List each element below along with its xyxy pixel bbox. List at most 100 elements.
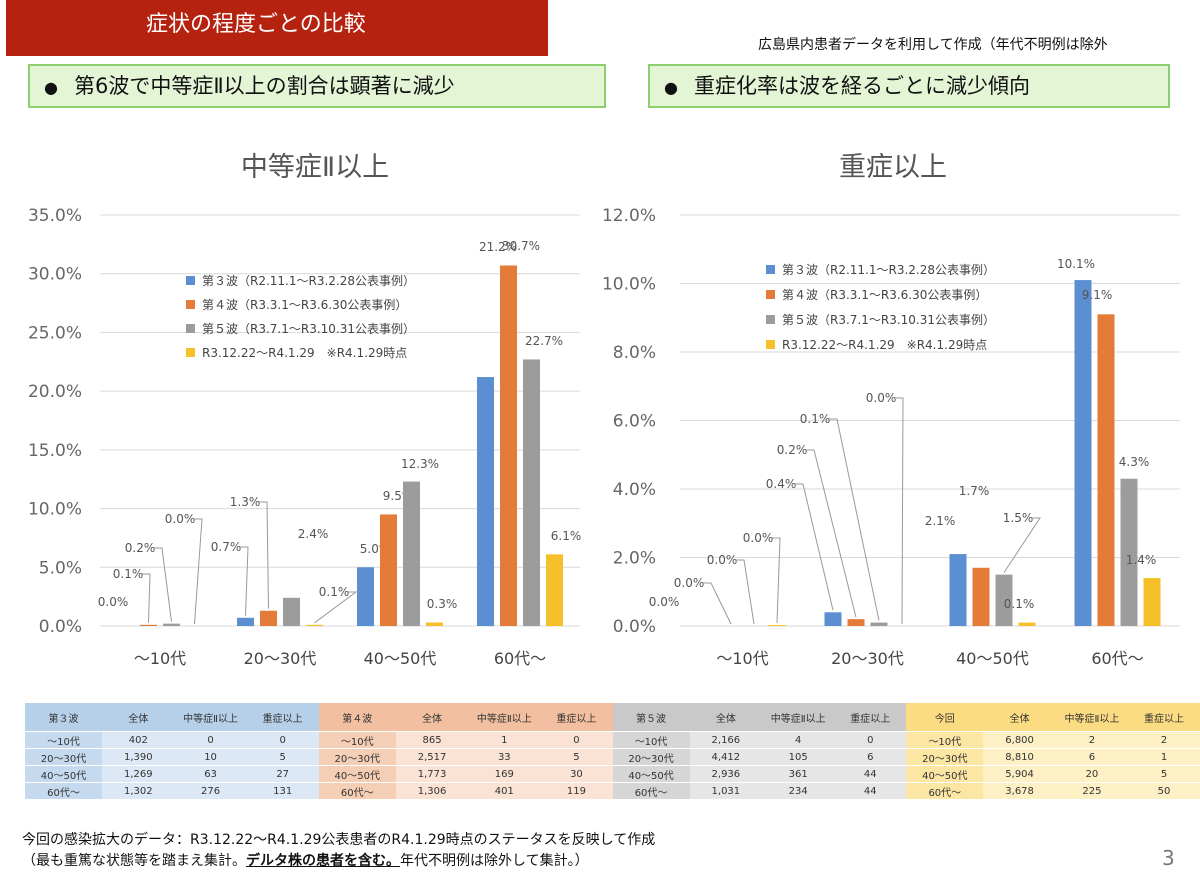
bar [380, 514, 397, 626]
table-cell: 20 [1055, 765, 1129, 783]
leader-line [736, 559, 755, 625]
footnote-line-1: 今回の感染拡大のデータ：R3.12.22〜R4.1.29公表患者のR4.1.29… [22, 832, 656, 848]
chart-title: 重症以上 [839, 152, 947, 183]
table-row: 40〜50代 1,269 63 27 [25, 765, 319, 783]
bar [426, 622, 443, 626]
table-cell: 〜10代 [612, 731, 690, 749]
bar [995, 574, 1013, 626]
bar [824, 612, 842, 626]
table-cell: 2 [1128, 731, 1200, 749]
table-header-cell: 重症以上 [540, 702, 613, 732]
table-header-row: 第５波 全体 中等症Ⅱ以上 重症以上 [612, 702, 907, 732]
data-label: 0.1% [319, 585, 350, 599]
table-header-cell: 重症以上 [1128, 702, 1200, 732]
table-cell: 1,302 [102, 782, 175, 799]
table-cell: 5 [540, 748, 613, 766]
table-header-cell: 今回 [906, 702, 984, 732]
data-label: 30.7% [502, 239, 540, 253]
bar [357, 567, 374, 626]
legend-label: R3.12.22〜R4.1.29 ※R4.1.29時点 [202, 346, 407, 360]
wave-table-3: 第５波 全体 中等症Ⅱ以上 重症以上 〜10代 2,166 4 0 20〜30代 4,412 105… [612, 702, 907, 799]
data-label: 0.0% [649, 595, 680, 609]
x-tick-label: 〜10代 [134, 649, 186, 668]
data-label: 0.0% [674, 576, 705, 590]
table-cell: 20〜30代 [318, 748, 396, 766]
legend-swatch [766, 315, 775, 324]
bar [1018, 622, 1036, 626]
y-tick-label: 6.0% [613, 412, 656, 432]
table-cell: 8,810 [983, 748, 1056, 766]
table-cell: 1,031 [689, 782, 763, 799]
bar [500, 265, 517, 626]
y-tick-label: 25.0% [28, 323, 82, 343]
table-row: 〜10代 402 0 0 [25, 731, 319, 749]
legend-swatch [766, 290, 775, 299]
leader-line [240, 546, 249, 616]
bar [237, 617, 254, 626]
y-tick-label: 0.0% [613, 617, 656, 637]
bullet-icon: ● [664, 78, 678, 97]
table-cell: 225 [1055, 782, 1129, 799]
data-label: 0.0% [707, 553, 738, 567]
legend-swatch [186, 348, 195, 357]
table-header-cell: 全体 [689, 702, 763, 732]
table-cell: 20〜30代 [906, 748, 984, 766]
legend-label: 第４波（R3.3.1〜R3.6.30公表事例） [782, 288, 987, 302]
leader-line [795, 483, 834, 611]
table-cell: 6,800 [983, 731, 1056, 749]
bar [260, 610, 277, 626]
table-cell: 4,412 [689, 748, 763, 766]
data-label: 6.1% [551, 529, 582, 543]
table-cell: 2 [1055, 731, 1129, 749]
chart-moderate2-or-above: 中等症Ⅱ以上 0.0% 5.0% 10.0% 15.0% 20.0% 25.0% 30.0% 3… [28, 152, 582, 668]
table-cell: 1,390 [102, 748, 175, 766]
table-cell: 105 [762, 748, 835, 766]
data-label: 10.1% [1057, 257, 1095, 271]
table-cell: 50 [1128, 782, 1200, 799]
data-label: 0.4% [766, 477, 797, 491]
data-label: 0.0% [743, 531, 774, 545]
bar [546, 554, 563, 626]
patient-count-tables: 第３波 全体 中等症Ⅱ以上 重症以上 〜10代 402 0 0 20〜30代 1,390 10 5 40… [25, 702, 1200, 799]
table-header-cell: 第５波 [612, 702, 690, 732]
bar [1074, 280, 1092, 626]
table-cell: 865 [395, 731, 469, 749]
x-tick-label: 20〜30代 [244, 649, 317, 668]
leader-line [259, 501, 269, 609]
wave-table-4: 今回 全体 中等症Ⅱ以上 重症以上 〜10代 6,800 2 2 20〜30代 8,810 6 1 40… [906, 702, 1200, 799]
slide-title: 症状の程度ごとの比較 [6, 0, 548, 56]
bar [403, 481, 420, 626]
table-row: 20〜30代 2,517 33 5 [318, 748, 613, 766]
table-cell: 5,904 [983, 765, 1056, 783]
x-tick-label: 60代〜 [1091, 649, 1143, 668]
x-tick-label: 60代〜 [494, 649, 546, 668]
leader-line [895, 397, 904, 625]
table-cell: 169 [468, 765, 541, 783]
y-tick-label: 5.0% [39, 558, 82, 578]
table-header-cell: 中等症Ⅱ以上 [762, 702, 835, 732]
bar [306, 624, 323, 626]
data-label: 0.1% [800, 412, 831, 426]
y-tick-label: 30.0% [28, 265, 82, 285]
y-tick-label: 10.0% [28, 500, 82, 520]
table-header-row: 第３波 全体 中等症Ⅱ以上 重症以上 [25, 702, 319, 732]
bar [163, 623, 180, 626]
x-tick-label: 40〜50代 [956, 649, 1029, 668]
legend-label: 第５波（R3.7.1〜R3.10.31公表事例） [782, 313, 995, 327]
leader-line [806, 449, 857, 618]
legend-label: 第５波（R3.7.1〜R3.10.31公表事例） [202, 322, 415, 336]
table-cell: 5 [1128, 765, 1200, 783]
table-cell: 361 [762, 765, 835, 783]
table-header-cell: 中等症Ⅱ以上 [468, 702, 541, 732]
table-header-cell: 中等症Ⅱ以上 [174, 702, 247, 732]
table-cell: 1,269 [102, 765, 175, 783]
table-row: 20〜30代 4,412 105 6 [612, 748, 907, 766]
bar [870, 622, 888, 626]
table-cell: 27 [246, 765, 319, 783]
table-cell: 0 [174, 731, 247, 749]
data-label: 22.7% [525, 334, 563, 348]
legend-swatch [186, 324, 195, 333]
leader-line [314, 591, 358, 624]
data-label: 2.1% [925, 514, 956, 528]
y-tick-label: 10.0% [602, 275, 656, 295]
